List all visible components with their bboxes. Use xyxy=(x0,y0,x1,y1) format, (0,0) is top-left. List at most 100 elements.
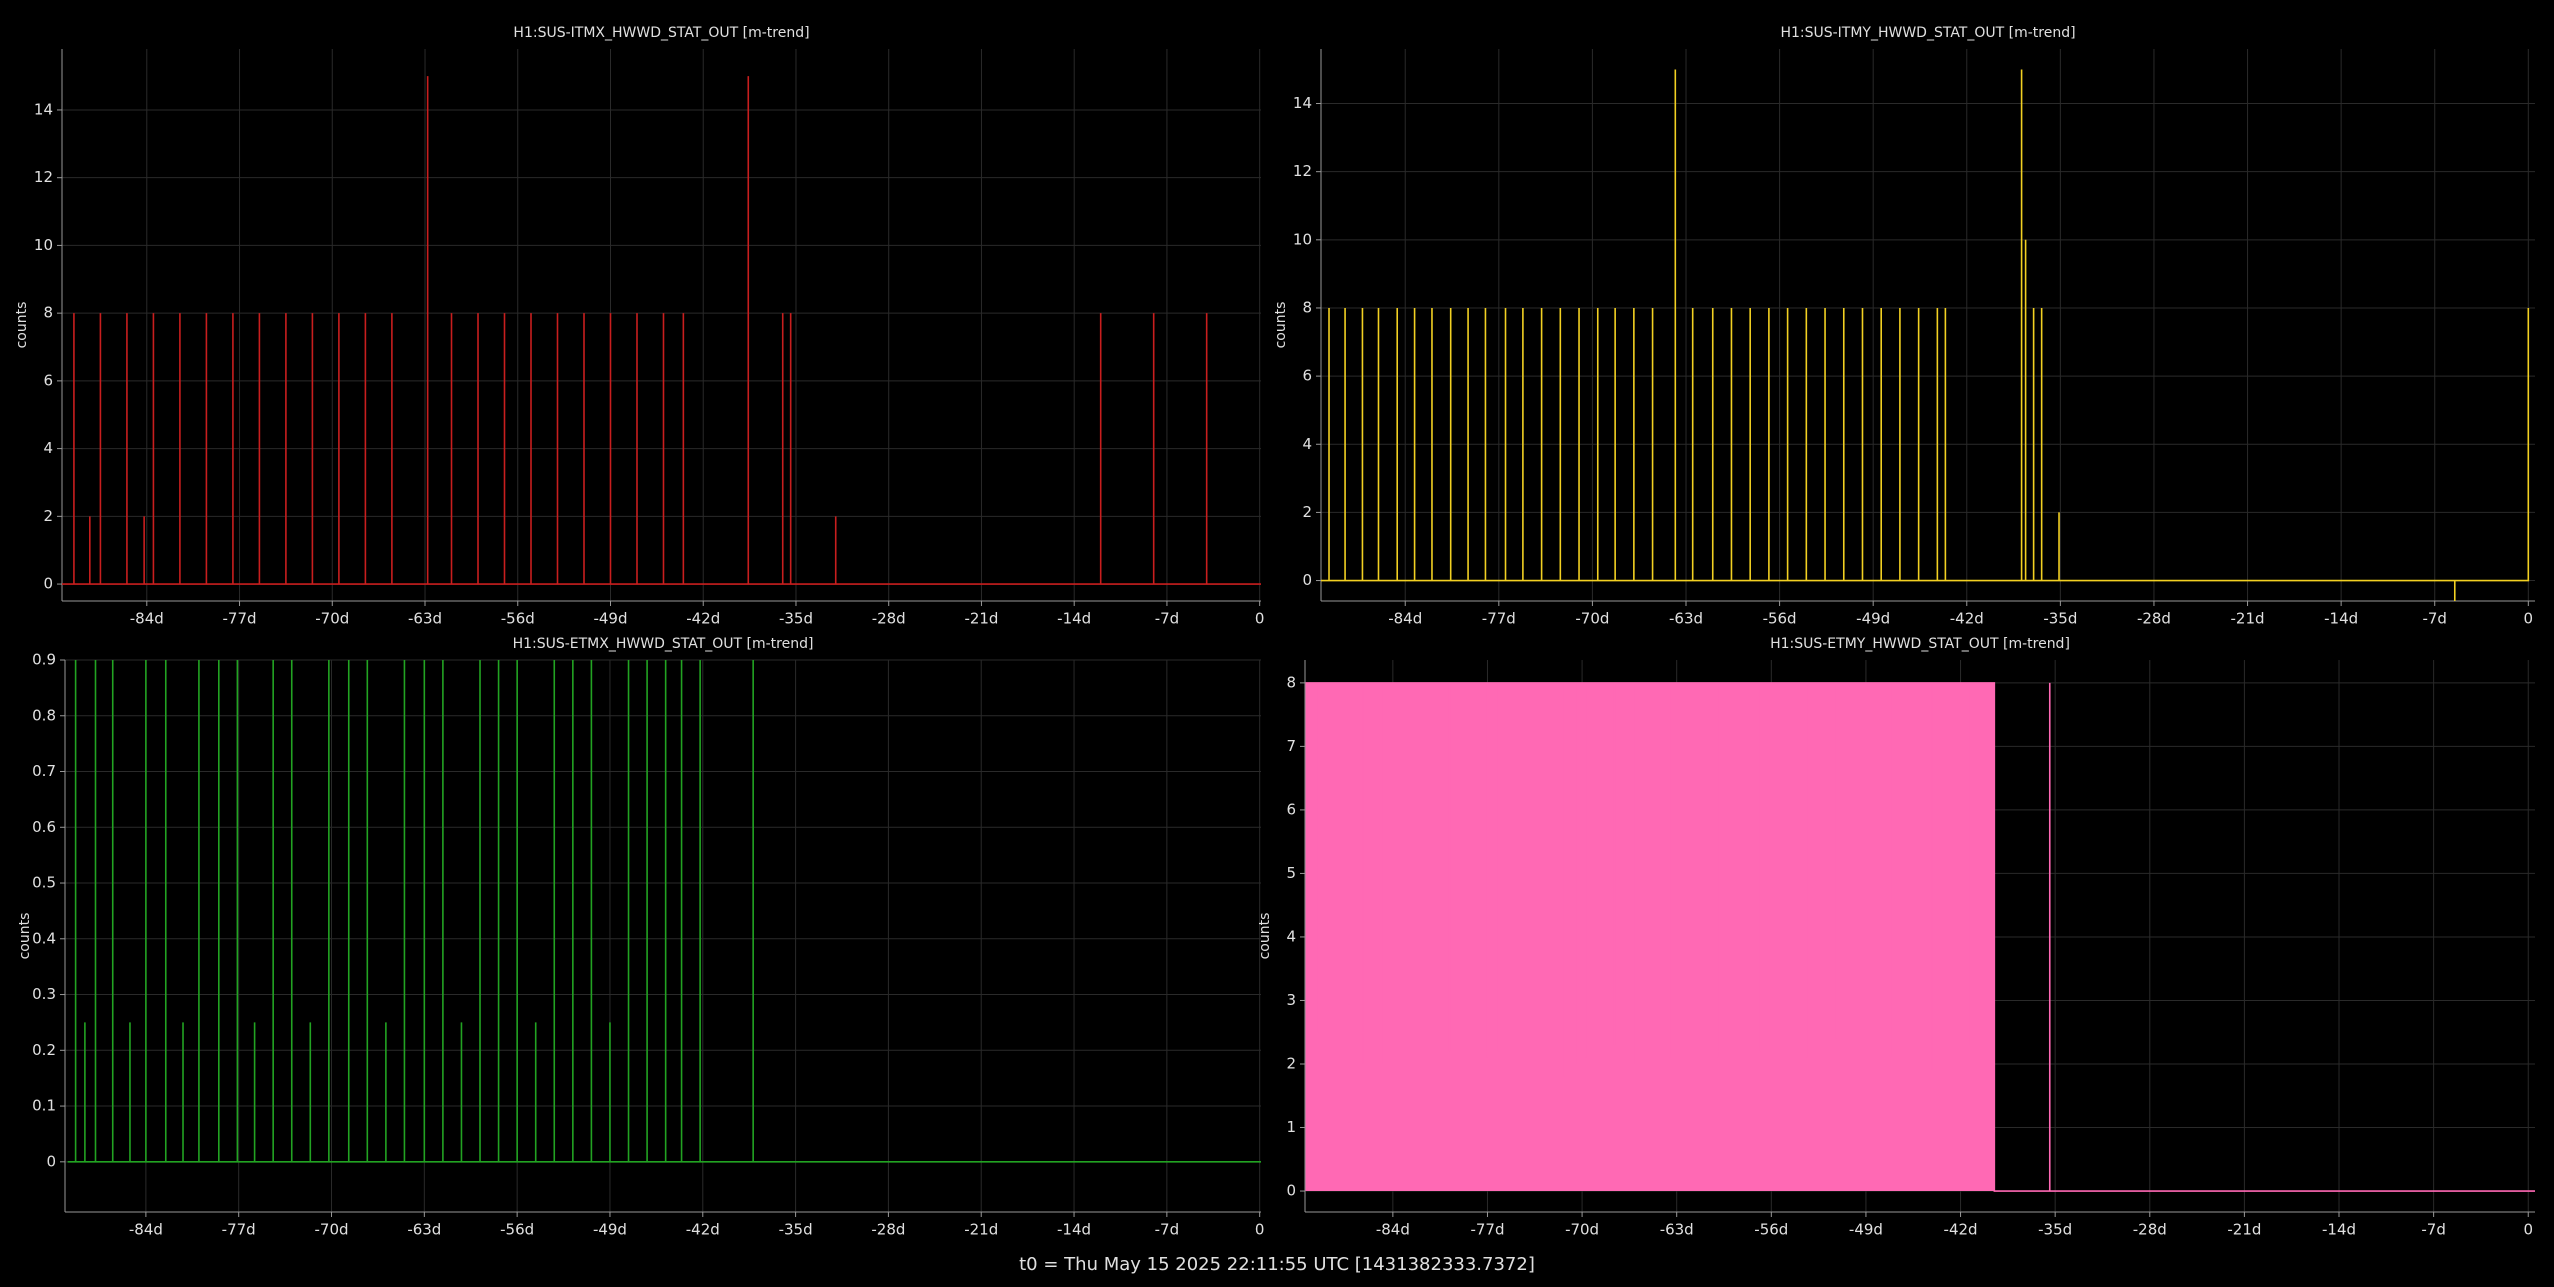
x-tick-label: -14d xyxy=(2322,1221,2356,1239)
x-tick-label: 0 xyxy=(2524,610,2534,628)
x-tick-label: -21d xyxy=(2231,610,2265,628)
x-tick-label: -35d xyxy=(2038,1221,2072,1239)
y-axis-label: counts xyxy=(14,302,30,349)
y-tick-label: 0 xyxy=(43,575,53,593)
x-tick-label: -14d xyxy=(1057,1221,1091,1239)
series-line xyxy=(62,76,1261,585)
x-tick-label: -7d xyxy=(2421,1221,2445,1239)
x-tick-label: -84d xyxy=(129,1221,163,1239)
x-tick-label: -84d xyxy=(130,610,164,628)
y-tick-label: 0.2 xyxy=(32,1041,56,1059)
y-tick-label: 2 xyxy=(43,507,53,525)
y-tick-label: 6 xyxy=(1286,800,1296,818)
x-tick-label: -21d xyxy=(964,610,998,628)
y-tick-label: 0.8 xyxy=(32,706,56,724)
y-tick-label: 0 xyxy=(46,1152,56,1170)
y-tick-label: 2 xyxy=(1302,503,1312,521)
x-tick-label: -70d xyxy=(1575,610,1609,628)
x-tick-label: -70d xyxy=(1565,1221,1599,1239)
y-tick-label: 4 xyxy=(43,439,53,457)
x-tick-label: -35d xyxy=(2043,610,2077,628)
x-tick-label: -56d xyxy=(500,1221,534,1239)
x-tick-label: -21d xyxy=(2227,1221,2261,1239)
x-tick-label: -14d xyxy=(1057,610,1091,628)
x-tick-label: -84d xyxy=(1388,610,1422,628)
y-tick-label: 14 xyxy=(34,100,53,118)
x-tick-label: -49d xyxy=(593,1221,627,1239)
y-tick-label: 0.4 xyxy=(32,929,56,947)
x-tick-label: -63d xyxy=(407,1221,441,1239)
plot-title: H1:SUS-ITMX_HWWD_STAT_OUT [m-trend] xyxy=(513,25,809,41)
y-tick-label: 0.6 xyxy=(32,818,56,836)
x-tick-label: -70d xyxy=(314,1221,348,1239)
y-tick-label: 5 xyxy=(1286,864,1296,882)
y-tick-label: 4 xyxy=(1286,927,1296,945)
y-tick-label: 8 xyxy=(43,304,53,322)
y-tick-label: 1 xyxy=(1286,1118,1296,1136)
y-tick-label: 0.1 xyxy=(32,1097,56,1115)
x-tick-label: -28d xyxy=(2137,610,2171,628)
x-tick-label: -49d xyxy=(1856,610,1890,628)
x-tick-label: -49d xyxy=(593,610,627,628)
x-tick-label: -7d xyxy=(2422,610,2446,628)
x-tick-label: -28d xyxy=(2133,1221,2167,1239)
x-tick-label: 0 xyxy=(1255,610,1265,628)
y-tick-label: 8 xyxy=(1302,298,1312,316)
x-tick-label: -77d xyxy=(1470,1221,1504,1239)
x-tick-label: -42d xyxy=(686,1221,720,1239)
x-tick-label: -49d xyxy=(1849,1221,1883,1239)
plot-title: H1:SUS-ETMX_HWWD_STAT_OUT [m-trend] xyxy=(513,636,814,652)
series-line xyxy=(67,660,1261,1163)
x-tick-label: -63d xyxy=(408,610,442,628)
y-tick-label: 0.3 xyxy=(32,985,56,1003)
x-tick-label: -21d xyxy=(964,1221,998,1239)
y-tick-label: 0.9 xyxy=(32,651,56,669)
x-tick-label: -28d xyxy=(871,1221,905,1239)
y-axis-label: counts xyxy=(17,913,33,960)
x-tick-label: -77d xyxy=(222,1221,256,1239)
x-tick-label: -56d xyxy=(1754,1221,1788,1239)
y-tick-label: 0 xyxy=(1286,1182,1296,1200)
x-tick-label: -56d xyxy=(501,610,535,628)
x-tick-label: -63d xyxy=(1669,610,1703,628)
x-tick-label: -14d xyxy=(2324,610,2358,628)
y-tick-label: 0 xyxy=(1302,571,1312,589)
x-tick-label: -7d xyxy=(1155,1221,1179,1239)
y-tick-label: 10 xyxy=(34,236,53,254)
x-tick-label: -42d xyxy=(1950,610,1984,628)
t0-label: t0 = Thu May 15 2025 22:11:55 UTC [14313… xyxy=(1019,1254,1535,1275)
x-tick-label: -35d xyxy=(779,610,813,628)
y-tick-label: 12 xyxy=(34,168,53,186)
y-tick-label: 12 xyxy=(1293,162,1312,180)
y-tick-label: 6 xyxy=(43,371,53,389)
y-tick-label: 7 xyxy=(1286,737,1296,755)
x-tick-label: -56d xyxy=(1763,610,1797,628)
x-tick-label: -70d xyxy=(315,610,349,628)
y-tick-label: 4 xyxy=(1302,435,1312,453)
y-tick-label: 2 xyxy=(1286,1054,1296,1072)
plot-title: H1:SUS-ETMY_HWWD_STAT_OUT [m-trend] xyxy=(1770,636,2070,652)
x-tick-label: 0 xyxy=(1255,1221,1265,1239)
x-tick-label: -84d xyxy=(1376,1221,1410,1239)
x-tick-label: -35d xyxy=(779,1221,813,1239)
y-tick-label: 0.5 xyxy=(32,874,56,892)
x-tick-label: 0 xyxy=(2523,1221,2533,1239)
y-tick-label: 0.7 xyxy=(32,762,56,780)
y-axis-label: counts xyxy=(1257,913,1273,960)
series-line xyxy=(1321,69,2530,601)
y-tick-label: 8 xyxy=(1286,673,1296,691)
x-tick-label: -42d xyxy=(1944,1221,1978,1239)
x-tick-label: -7d xyxy=(1155,610,1179,628)
x-tick-label: -28d xyxy=(872,610,906,628)
y-tick-label: 14 xyxy=(1293,94,1312,112)
x-tick-label: -77d xyxy=(1482,610,1516,628)
x-tick-label: -77d xyxy=(223,610,257,628)
x-tick-label: -42d xyxy=(686,610,720,628)
plot-title: H1:SUS-ITMY_HWWD_STAT_OUT [m-trend] xyxy=(1780,25,2075,41)
y-axis-label: counts xyxy=(1273,302,1289,349)
y-tick-label: 10 xyxy=(1293,230,1312,248)
series-area xyxy=(1306,682,2535,1192)
y-tick-label: 6 xyxy=(1302,367,1312,385)
